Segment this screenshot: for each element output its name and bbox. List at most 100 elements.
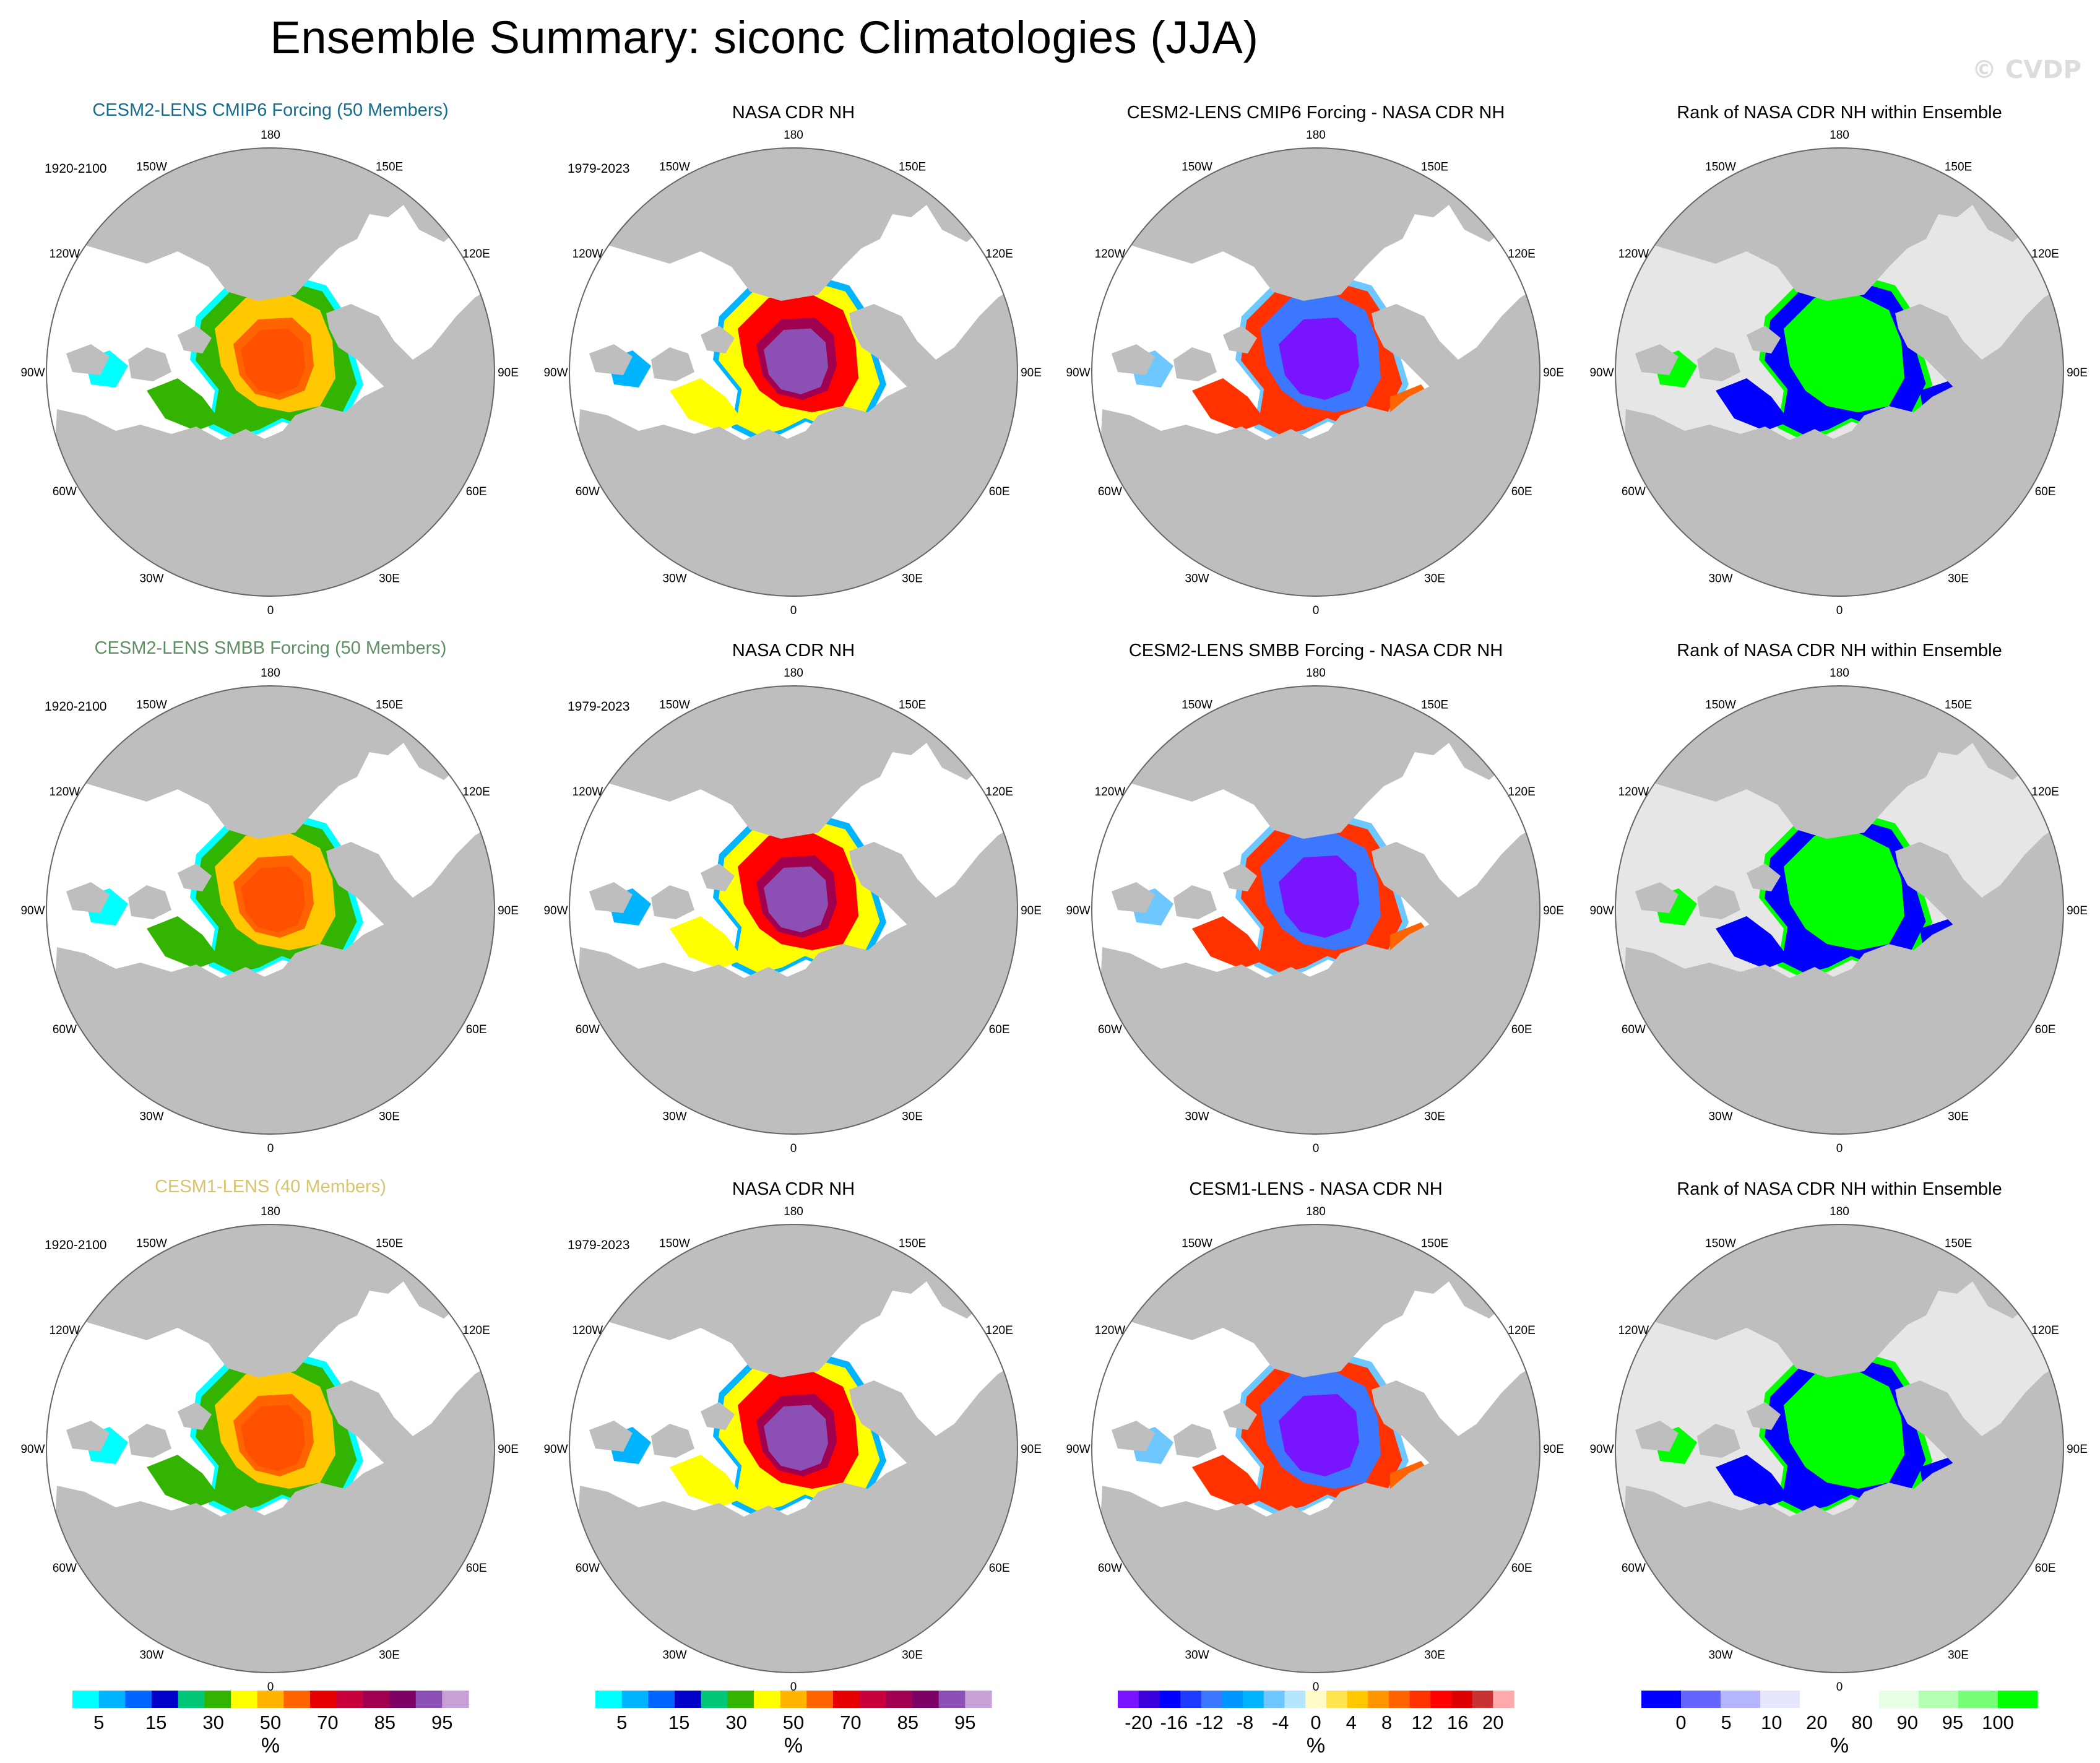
longitude-label: 0: [267, 1681, 274, 1694]
longitude-label: 90W: [1066, 1443, 1090, 1456]
longitude-label: 150E: [1421, 160, 1448, 173]
land-mass: [326, 842, 425, 938]
longitude-label: 150W: [136, 698, 167, 711]
colorbar-swatch: [780, 1691, 807, 1708]
colorbar-swatch: [283, 1691, 311, 1708]
longitude-label: 60W: [53, 1562, 77, 1575]
land-mass: [569, 285, 1018, 596]
sea-ice-center: [1810, 866, 1874, 932]
sea-ice-center: [764, 328, 828, 394]
longitude-label: 90E: [1543, 366, 1564, 379]
land-mass: [849, 1380, 948, 1476]
colorbar-tick-label: 5: [616, 1712, 627, 1733]
longitude-label: 120E: [2031, 248, 2059, 261]
sea-ice-center: [1286, 1405, 1350, 1471]
longitude-label: 120W: [50, 248, 80, 261]
map-boundary: [1091, 685, 1540, 1135]
longitude-label: 120W: [1618, 248, 1649, 261]
land-mass: [128, 1424, 171, 1458]
longitude-label: 30E: [379, 1111, 400, 1124]
land-mass: [1747, 864, 1781, 891]
longitude-label: 150W: [136, 1237, 167, 1250]
colorbar-swatch: [1721, 1691, 1761, 1708]
longitude-label: 120E: [462, 1324, 490, 1337]
land-mass: [1112, 1421, 1155, 1452]
channel-sea-ice: [670, 916, 744, 969]
longitude-label: 90E: [2067, 1443, 2088, 1456]
land-mass: [701, 1402, 735, 1430]
land-mass: [1747, 326, 1781, 353]
longitude-label: 120E: [462, 786, 490, 799]
colorbar-swatch: [1409, 1691, 1431, 1708]
longitude-label: 30E: [1424, 1111, 1445, 1124]
sea-ice-center: [241, 1405, 305, 1471]
colorbar-tick-label: 85: [374, 1712, 395, 1733]
colorbar-swatch: [1879, 1691, 1919, 1708]
period-label: 1920-2100: [45, 1238, 107, 1252]
land-mass: [1173, 347, 1217, 381]
colorbar-swatch: [806, 1691, 834, 1708]
longitude-label: 30E: [1424, 1649, 1445, 1662]
colorbar-swatch: [98, 1691, 126, 1708]
colorbar-tick-label: 70: [840, 1712, 861, 1733]
colorbar-tick-label: 80: [1851, 1712, 1872, 1733]
polar-map-diff: [1092, 148, 1540, 596]
colorbar-tick-label: 0: [1675, 1712, 1686, 1733]
longitude-label: 90E: [1543, 1443, 1564, 1456]
colorbar-swatch: [1919, 1691, 1959, 1708]
map-boundary: [1091, 1224, 1540, 1673]
longitude-label: 150W: [1182, 698, 1212, 711]
longitude-label: 120W: [50, 1324, 80, 1337]
longitude-label: 90E: [1021, 366, 1042, 379]
land-mass: [750, 978, 806, 1083]
colorbar-tick-label: 70: [317, 1712, 338, 1733]
land-mass: [849, 842, 948, 938]
longitude-label: 30E: [902, 1111, 923, 1124]
longitude-label: 90E: [1021, 904, 1042, 917]
longitude-label: 150E: [899, 698, 926, 711]
longitude-label: 60E: [1511, 485, 1532, 498]
colorbar-swatch: [1118, 1691, 1139, 1708]
land-mass: [1173, 1424, 1217, 1458]
colorbar-swatch: [1681, 1691, 1721, 1708]
land-mass: [1895, 1380, 1994, 1476]
colorbar-swatch: [1839, 1691, 1880, 1708]
colorbar-tick-label: 10: [1761, 1712, 1782, 1733]
colorbar-swatch: [648, 1691, 675, 1708]
colorbar-tick-label: 16: [1447, 1712, 1468, 1733]
colorbar-swatch: [1347, 1691, 1368, 1708]
land-mass: [1223, 1402, 1257, 1430]
colorbar-swatch: [1263, 1691, 1285, 1708]
longitude-label: 30E: [1424, 573, 1445, 586]
longitude-label: 150E: [376, 698, 403, 711]
land-mass: [128, 885, 171, 919]
map-boundary: [1091, 147, 1540, 597]
longitude-label: 30W: [139, 1649, 163, 1662]
period-label: 1979-2023: [568, 1238, 630, 1252]
longitude-label: 90W: [20, 1443, 45, 1456]
sea-ice-center: [764, 866, 828, 932]
longitude-label: 90W: [543, 904, 568, 917]
sea-ice-center: [1810, 1405, 1874, 1471]
period-label: 1979-2023: [568, 700, 630, 714]
longitude-label: 180: [1306, 667, 1326, 680]
colorbar-swatch: [1201, 1691, 1222, 1708]
longitude-label: 120W: [573, 248, 603, 261]
colorbar-swatch: [965, 1691, 992, 1708]
land-mass: [701, 326, 735, 353]
land-mass: [651, 885, 694, 919]
longitude-label: 30W: [139, 1111, 163, 1124]
longitude-label: 90W: [1589, 904, 1614, 917]
longitude-label: 180: [1306, 1205, 1326, 1218]
colorbar-swatch: [178, 1691, 205, 1708]
panel-title-rank: Rank of NASA CDR NH within Ensemble: [1677, 1179, 2002, 1199]
sea-ice-center: [1810, 328, 1874, 394]
longitude-label: 30E: [1948, 1649, 1969, 1662]
colorbar-swatch: [204, 1691, 231, 1708]
colorbar-tick-label: -16: [1160, 1712, 1188, 1733]
longitude-label: 120W: [50, 786, 80, 799]
land-mass: [1635, 1421, 1679, 1452]
longitude-label: 60W: [53, 485, 77, 498]
longitude-label: 90W: [1589, 366, 1614, 379]
colorbar-tick-label: 95: [954, 1712, 975, 1733]
